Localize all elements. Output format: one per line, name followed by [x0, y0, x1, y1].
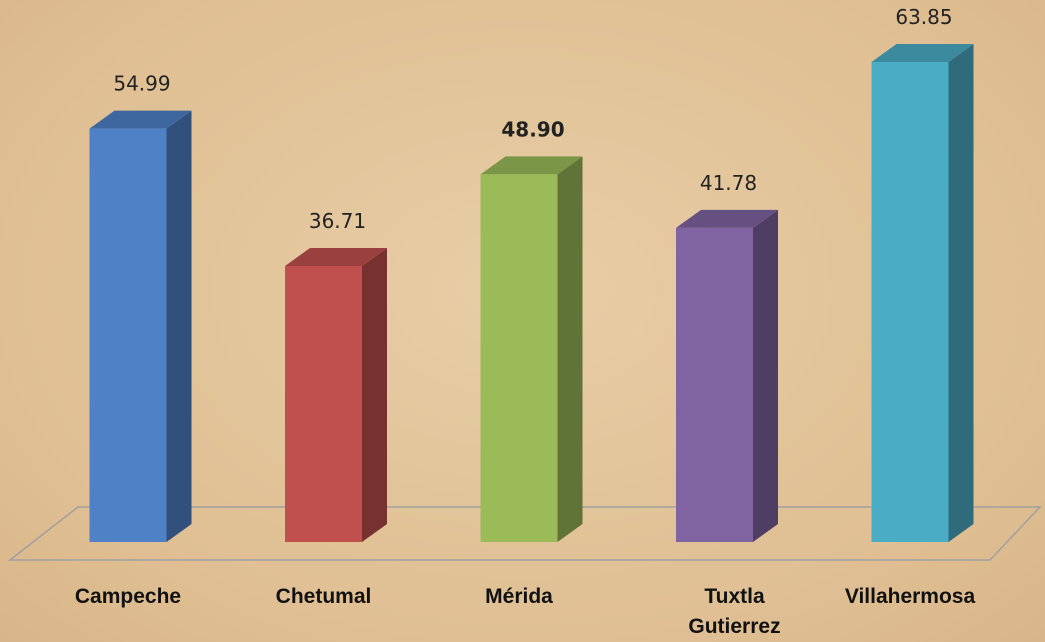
bar-side — [362, 248, 387, 542]
bar-front — [285, 266, 362, 542]
floor — [7, 506, 1042, 561]
category-label: Chetumal — [275, 585, 372, 608]
category-label: Tuxtla Gutierrez — [688, 585, 781, 638]
bar-side — [948, 44, 974, 542]
bar-top — [676, 209, 778, 228]
bar-top — [285, 248, 387, 267]
value-label: 54.99 — [113, 72, 170, 96]
value-label: 36.71 — [309, 209, 366, 233]
category-label: Mérida — [485, 585, 553, 608]
value-label: 48.90 — [501, 117, 564, 141]
bar — [89, 110, 192, 542]
bar-front — [89, 128, 167, 542]
bar-side — [166, 110, 192, 542]
category-label: Campeche — [74, 585, 182, 608]
bar-front — [871, 62, 949, 542]
bar-top — [871, 44, 974, 62]
bar-front — [480, 174, 558, 542]
value-label: 63.85 — [895, 5, 952, 29]
bar — [676, 209, 778, 542]
bar-side — [753, 209, 778, 542]
value-label: 41.78 — [700, 171, 757, 195]
category-label: Villahermosa — [844, 585, 976, 608]
bar-top — [89, 110, 192, 129]
bar — [871, 44, 974, 542]
bar — [480, 156, 583, 542]
bar — [285, 248, 387, 542]
bar-front — [676, 227, 753, 542]
bar-side — [557, 156, 583, 542]
bar-top — [480, 156, 583, 175]
